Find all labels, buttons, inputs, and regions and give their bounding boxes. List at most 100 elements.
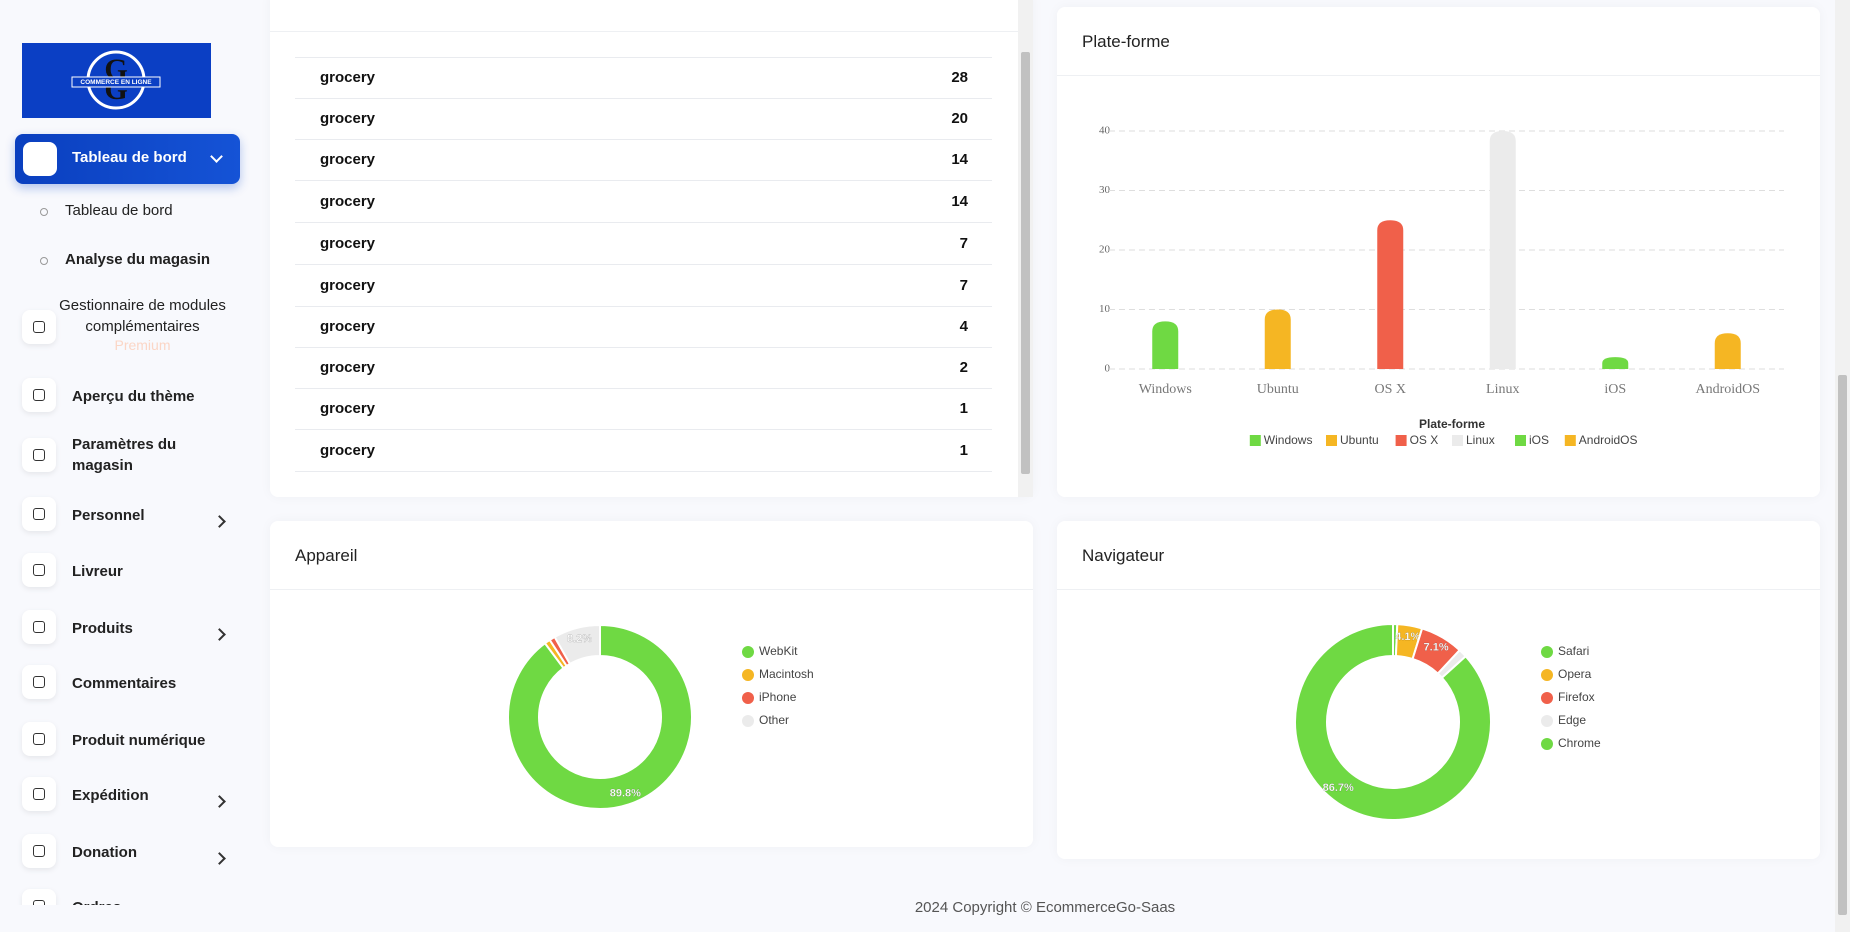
row-line: [295, 98, 992, 99]
legend-swatch: [1452, 435, 1463, 446]
legend-label: Chrome: [1558, 736, 1601, 750]
menu-icon-glyph: [33, 900, 45, 905]
card-title: Plate-forme: [1082, 32, 1170, 51]
legend-swatch: [1395, 435, 1407, 446]
menu-label[interactable]: Donation: [72, 844, 137, 861]
legend-label: Opera: [1558, 667, 1592, 681]
legend-label: iOS: [1529, 433, 1549, 447]
menu-icon: [22, 497, 56, 531]
legend-label: Windows: [1264, 433, 1313, 447]
row-line: [295, 180, 992, 181]
table-cell: grocery: [320, 400, 376, 417]
data-label: 8.2%: [567, 633, 592, 645]
y-tick-label: 0: [1105, 363, 1111, 375]
menu-icon-glyph: [33, 321, 45, 333]
menu-icon: [22, 610, 56, 644]
menu-icon: [22, 378, 56, 412]
menu-icon-glyph: [33, 676, 45, 688]
table-cell: 14: [951, 151, 968, 168]
submenu-item[interactable]: Analyse du magasin: [65, 251, 211, 268]
submenu-item[interactable]: Tableau de bord: [65, 202, 173, 219]
y-tick-label: 30: [1099, 184, 1111, 196]
row-line: [295, 471, 992, 472]
data-label: 4.1%: [1395, 631, 1420, 643]
bar: [1602, 357, 1629, 369]
menu-label[interactable]: Produit numérique: [72, 732, 206, 749]
legend-label: Ubuntu: [1340, 433, 1379, 447]
legend-label: iPhone: [759, 690, 797, 704]
legend-swatch: [1541, 692, 1553, 704]
bar: [1152, 321, 1179, 369]
table-cell: grocery: [320, 151, 376, 168]
row-line: [295, 429, 992, 430]
row-line: [295, 139, 992, 140]
menu-label[interactable]: Personnel: [72, 507, 145, 524]
card-title: Navigateur: [1082, 546, 1165, 565]
legend-label: OS X: [1410, 433, 1439, 447]
legend-label: Other: [759, 713, 789, 727]
legend-label: Edge: [1558, 713, 1586, 727]
row-line: [295, 57, 992, 58]
menu-icon: [22, 665, 56, 699]
legend-swatch: [742, 715, 754, 727]
legend-label: Linux: [1466, 433, 1495, 447]
submenu-dot: [40, 208, 48, 216]
row-line: [295, 222, 992, 223]
y-tick-label: 20: [1099, 244, 1111, 256]
table-cell: 7: [959, 235, 968, 252]
donut-slice: [553, 623, 601, 666]
x-tick-label: OS X: [1374, 382, 1406, 397]
menu-label[interactable]: Aperçu du thème: [72, 388, 195, 405]
legend-swatch: [1515, 435, 1526, 446]
platform-card: Plate-forme: [1057, 7, 1820, 497]
legend-swatch: [1564, 435, 1576, 446]
menu-icon: [22, 722, 56, 756]
donut-slice: [1294, 622, 1492, 821]
row-line: [295, 347, 992, 348]
menu-label[interactable]: Expédition: [72, 787, 149, 804]
menu-label[interactable]: Produits: [72, 620, 133, 637]
submenu-dot: [40, 257, 48, 265]
table-cell: 7: [959, 277, 968, 294]
table-cell: grocery: [320, 442, 376, 459]
row-line: [295, 264, 992, 265]
table-cell: 28: [951, 69, 968, 86]
y-tick-label: 10: [1099, 303, 1111, 315]
table-cell: grocery: [320, 235, 376, 252]
card-title: Appareil: [295, 546, 358, 565]
menu-icon-glyph: [33, 564, 45, 576]
menu-label[interactable]: Commentaires: [72, 675, 177, 692]
legend-swatch: [1541, 715, 1553, 727]
y-tick-label: 40: [1099, 125, 1111, 137]
menu-icon-glyph: [33, 621, 45, 633]
menu-label: Tableau de bord: [72, 149, 187, 166]
table-cell: grocery: [320, 193, 376, 210]
menu-label[interactable]: Paramètres du magasin: [72, 436, 177, 474]
menu-badge: Premium: [114, 337, 171, 353]
data-label: 89.8%: [610, 787, 641, 799]
legend-label: Macintosh: [759, 667, 814, 681]
logo-text: COMMERCE EN LIGNE: [80, 79, 152, 86]
x-tick-label: Ubuntu: [1257, 382, 1299, 397]
table-cell: 2: [959, 359, 968, 376]
menu-icon: [22, 553, 56, 587]
scrollbar: [1018, 0, 1033, 497]
menu-icon: [22, 310, 56, 344]
table-card: [270, 0, 1033, 497]
menu-label[interactable]: Gestionnaire de modules complémentaires: [59, 297, 226, 335]
table-cell: 1: [959, 442, 968, 459]
menu-label[interactable]: Ordres: [72, 897, 232, 905]
menu-item-active[interactable]: Tableau de bord: [15, 134, 240, 184]
data-label: 7.1%: [1424, 641, 1449, 653]
legend-swatch: [1541, 738, 1553, 750]
legend-swatch: [1541, 646, 1553, 658]
menu-label[interactable]: Livreur: [72, 563, 123, 580]
legend-swatch: [1326, 435, 1337, 446]
legend-swatch: [742, 669, 754, 681]
footer: 2024 Copyright © EcommerceGo-Saas: [914, 899, 1176, 916]
row-line: [295, 306, 992, 307]
x-tick-label: Linux: [1486, 382, 1519, 397]
